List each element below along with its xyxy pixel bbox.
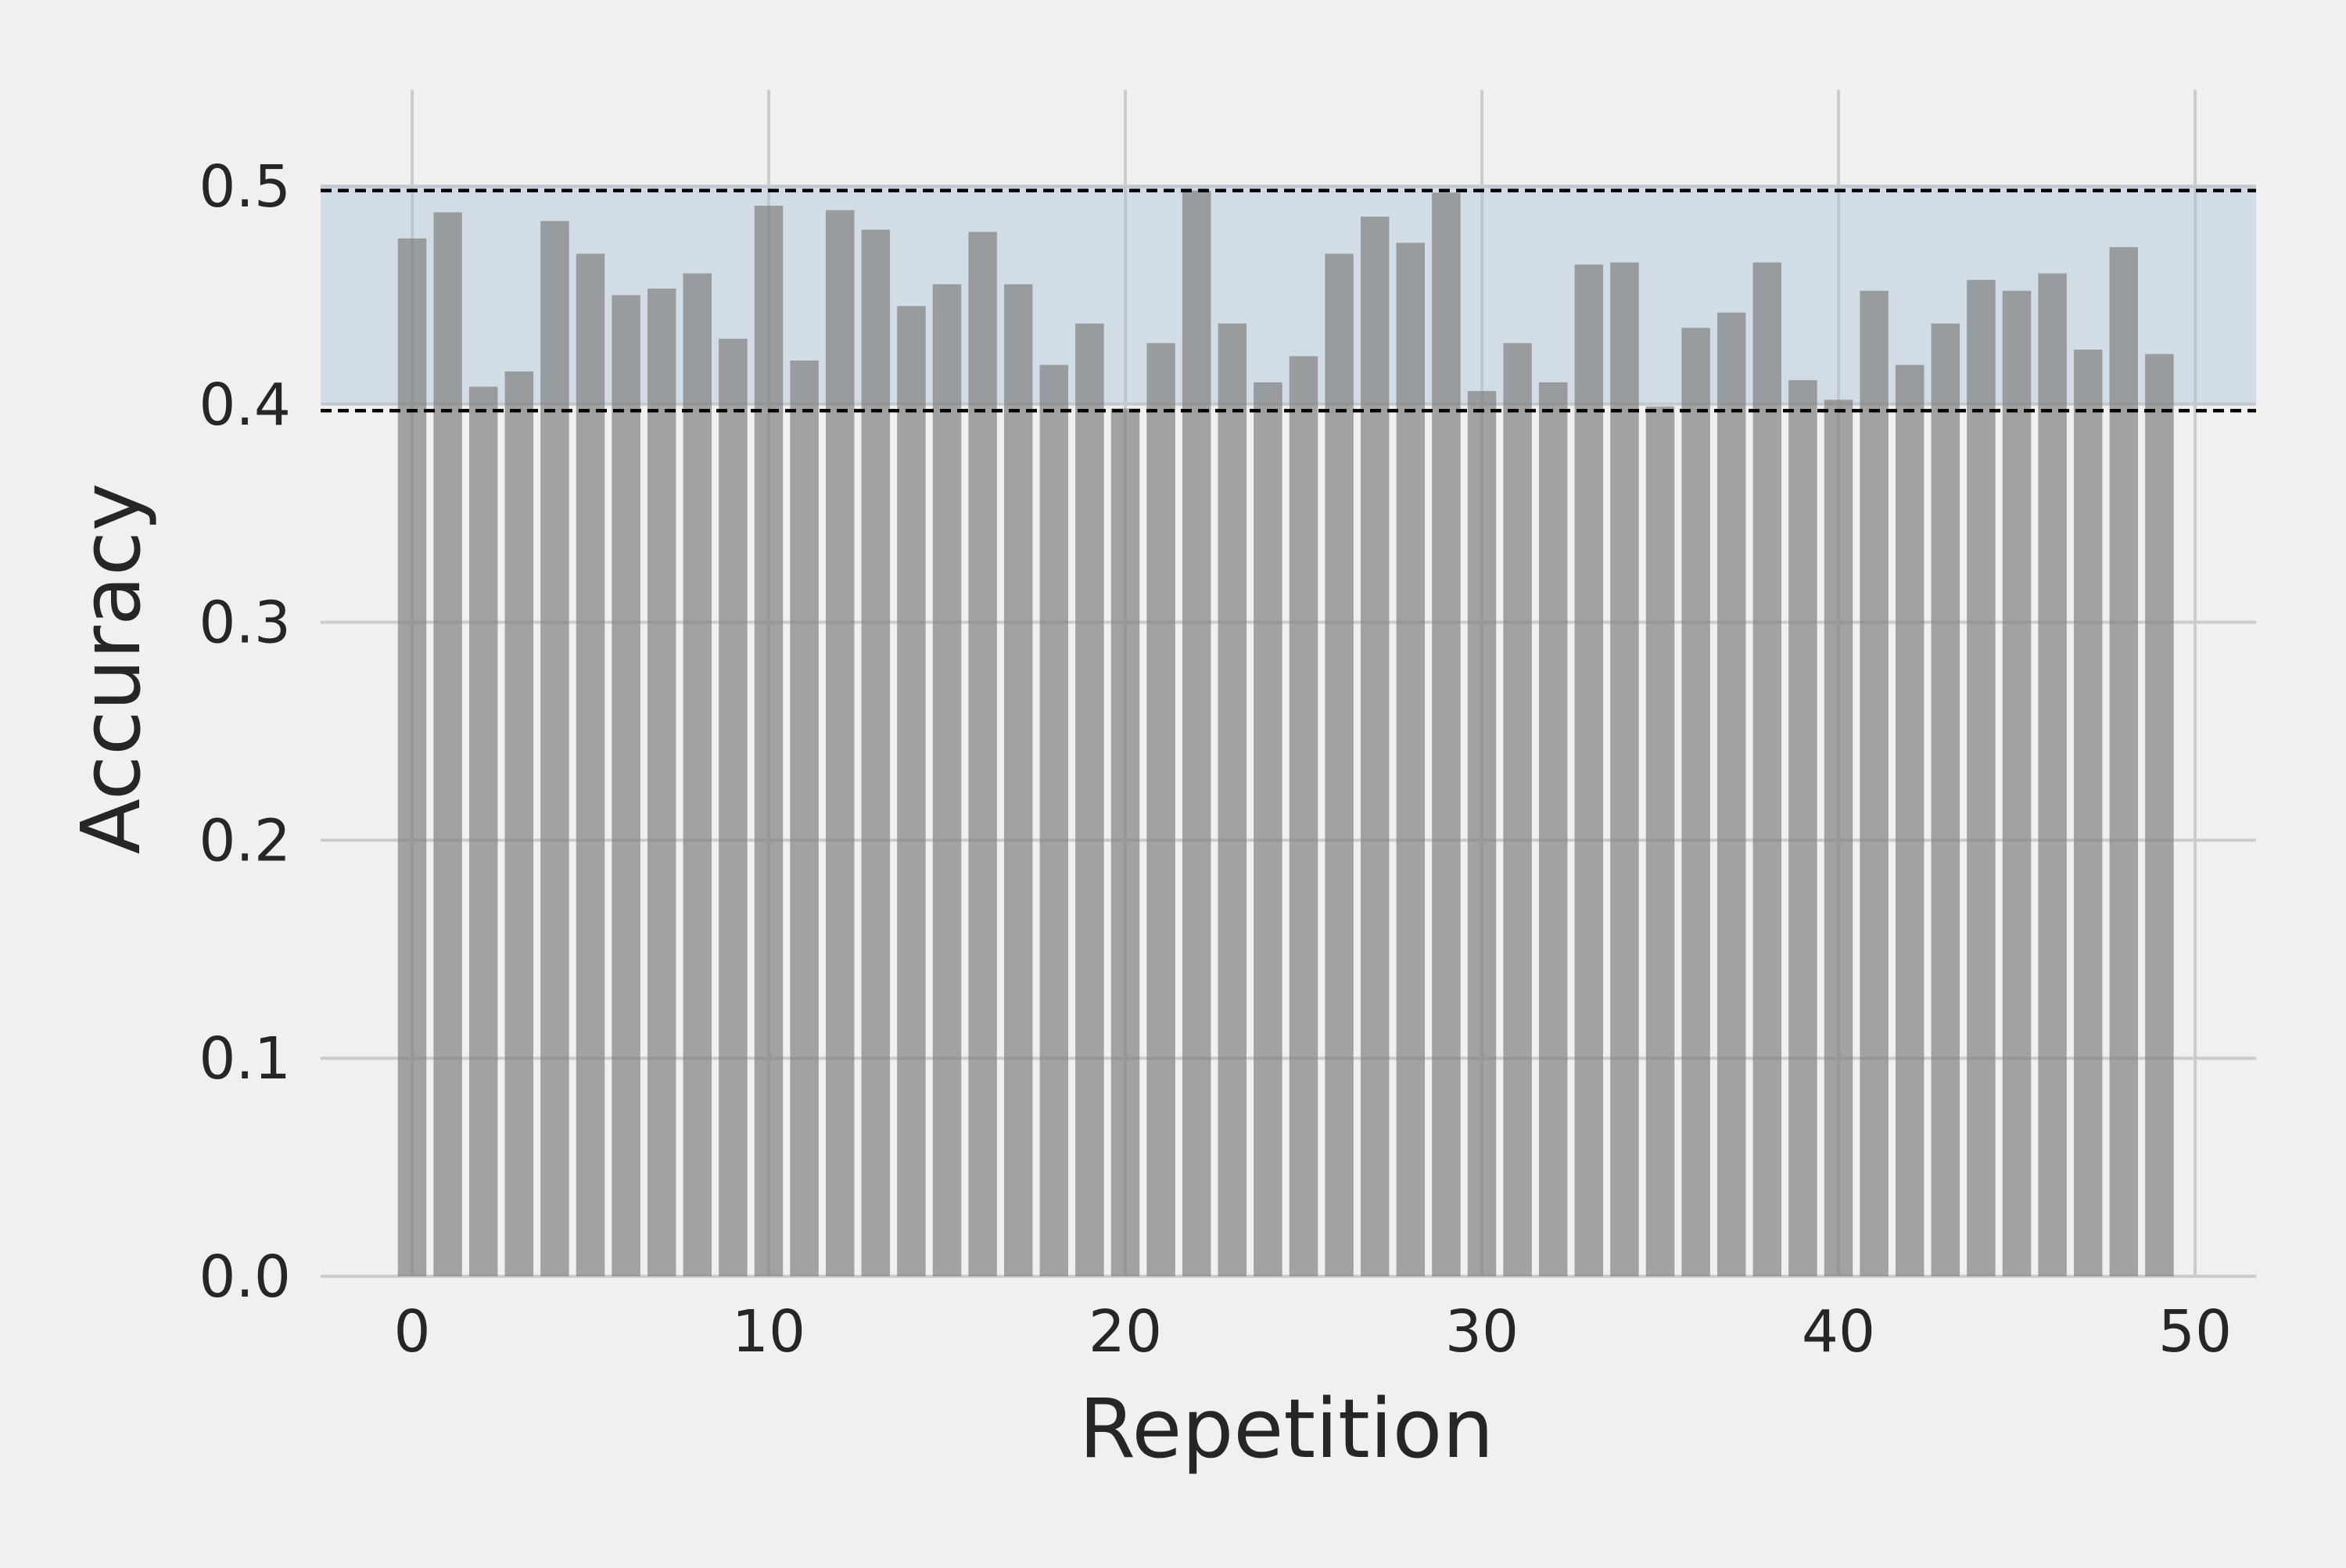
tick-labels: 0 10 20 30 40 50 0.0 0.1 0.2 0.3 0.4 0.5	[199, 153, 2232, 1365]
bar	[932, 284, 962, 1277]
bar	[540, 221, 569, 1276]
y-tick-label: 0.4	[199, 371, 291, 439]
bar	[790, 361, 819, 1276]
x-axis-label: Repetition	[1079, 1381, 1494, 1477]
bar	[612, 295, 640, 1276]
bar	[1681, 328, 1710, 1277]
bar	[1289, 356, 1318, 1276]
bar	[1645, 406, 1675, 1276]
bar	[2038, 273, 2067, 1276]
bar	[1432, 192, 1461, 1276]
bar	[1467, 391, 1497, 1276]
bar	[1574, 264, 1604, 1276]
bar	[2145, 353, 2174, 1276]
bar	[1146, 343, 1175, 1277]
shaded-band	[321, 186, 2256, 404]
x-tick-label: 40	[1802, 1298, 1875, 1365]
bar	[1254, 382, 1282, 1276]
bar	[2002, 290, 2032, 1277]
reference-lines	[321, 188, 2256, 413]
bar	[433, 212, 462, 1276]
y-tick-label: 0.5	[199, 153, 291, 221]
x-tick-label: 50	[2158, 1298, 2232, 1365]
bar	[1360, 217, 1390, 1277]
bars	[397, 190, 2174, 1277]
bar	[719, 339, 748, 1276]
bar	[468, 386, 498, 1277]
y-tick-label: 0.0	[199, 1243, 291, 1311]
bar	[1218, 323, 1247, 1276]
bar	[1039, 364, 1069, 1277]
bar	[1003, 284, 1033, 1277]
x-tick-label: 20	[1089, 1298, 1162, 1365]
bar	[897, 306, 926, 1277]
bar	[1967, 279, 1996, 1276]
bar	[2073, 350, 2103, 1277]
bar	[1716, 312, 1746, 1277]
bar	[1824, 400, 1853, 1276]
y-tick-label: 0.1	[199, 1025, 291, 1093]
y-axis-label: Accuracy	[63, 483, 159, 855]
bar	[1325, 253, 1354, 1277]
bar	[504, 371, 534, 1277]
x-tick-label: 0	[393, 1298, 430, 1365]
bar	[1503, 343, 1532, 1277]
bar	[1110, 408, 1140, 1276]
bar	[1610, 262, 1639, 1277]
y-tick-label: 0.2	[199, 807, 291, 874]
bar	[1931, 323, 1960, 1276]
bar	[397, 238, 427, 1276]
bar	[754, 206, 784, 1276]
x-tick-label: 10	[732, 1298, 805, 1365]
bar	[2109, 247, 2139, 1277]
x-tick-label: 30	[1445, 1298, 1519, 1365]
y-tick-label: 0.3	[199, 590, 291, 657]
bar	[1895, 364, 1925, 1277]
bar	[647, 289, 676, 1276]
bar	[1396, 242, 1426, 1276]
bar	[1075, 323, 1104, 1276]
bar	[1860, 290, 1889, 1277]
bar	[576, 253, 605, 1277]
shaded-band-layer	[321, 186, 2256, 404]
bar	[683, 273, 712, 1276]
bar	[825, 210, 855, 1277]
bar	[1538, 382, 1568, 1276]
bar	[861, 229, 891, 1276]
bar	[1788, 380, 1817, 1277]
bar	[968, 231, 997, 1277]
bar	[1182, 190, 1211, 1276]
bar	[1752, 262, 1782, 1277]
